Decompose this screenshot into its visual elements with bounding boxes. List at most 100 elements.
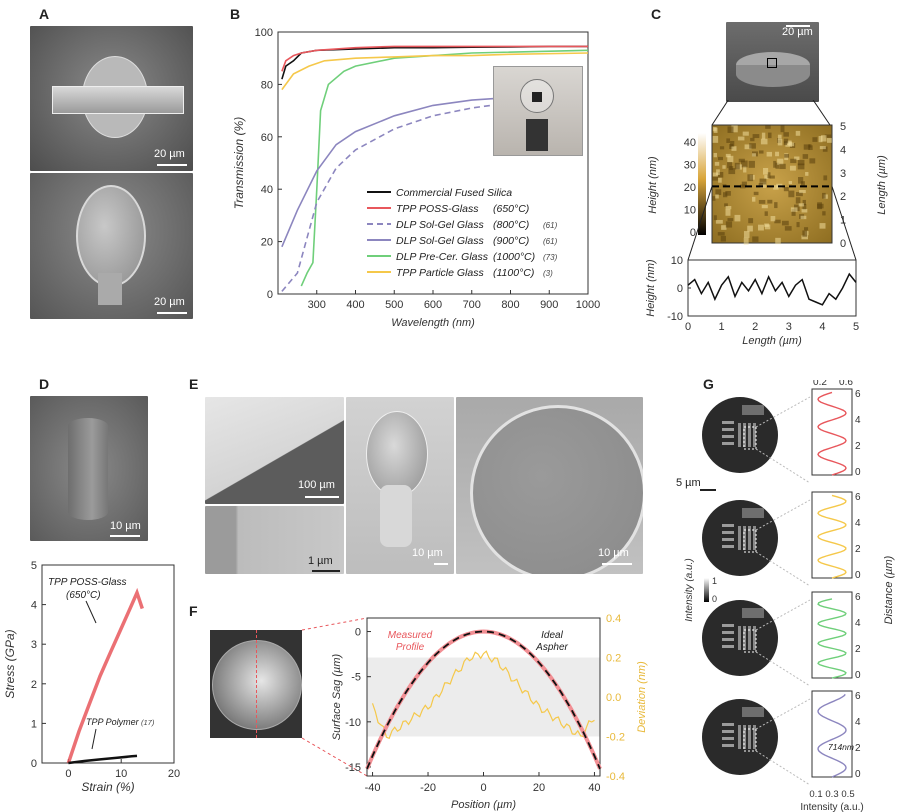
x-tick-label: 400 <box>346 299 364 311</box>
target-bar <box>722 645 734 648</box>
afm-speckle <box>766 151 773 157</box>
panel-letter-a: A <box>39 6 50 22</box>
afm-speckle <box>802 204 807 210</box>
poss-pointer <box>85 600 97 624</box>
x-tick-label: 700 <box>463 299 481 311</box>
y-tick-label: 100 <box>255 27 273 39</box>
afm-speckle <box>773 185 779 190</box>
ideal-label: Ideal <box>541 630 563 641</box>
leader-line <box>687 186 713 261</box>
sem-image-a-top: 20 µm <box>30 26 193 171</box>
scalebar <box>157 312 187 314</box>
x-tick-label: 20 <box>168 768 180 780</box>
top-tick: 0.2 <box>813 380 827 388</box>
afm-speckle <box>794 156 800 161</box>
x-tick-label: 4 <box>819 321 825 333</box>
afm-speckle <box>712 196 716 201</box>
leader-line <box>711 100 729 126</box>
profile-trace <box>687 272 857 306</box>
afm-speckle <box>824 134 832 138</box>
afm-speckle <box>805 171 809 176</box>
zoom-line <box>755 651 811 687</box>
target-bar <box>722 737 734 740</box>
x-tick-label: 5 <box>853 321 859 333</box>
polymer-curve <box>68 754 138 765</box>
afm-speckle <box>752 196 756 202</box>
legend-label: Commercial Fused Silica <box>396 187 512 199</box>
connector-line <box>301 617 368 631</box>
leader-line <box>831 186 857 261</box>
scalebar-label: 20 µm <box>154 296 185 308</box>
afm-speckle <box>774 219 781 224</box>
target-bar <box>748 626 751 650</box>
afm-speckle <box>783 132 789 137</box>
distance-tick: 0 <box>855 570 861 581</box>
afm-speckle <box>759 178 767 185</box>
intensity-profile <box>817 391 847 476</box>
target-bar <box>722 421 734 424</box>
length-tick: 5 <box>840 121 846 133</box>
panel-letter-g: G <box>703 376 714 392</box>
y-tick-label: 20 <box>261 237 273 249</box>
legend-ref: (3) <box>543 269 553 278</box>
length-tick: 0 <box>840 238 846 250</box>
polymer-label: TPP Polymer <box>86 717 140 727</box>
afm-speckle <box>719 146 725 150</box>
afm-speckle <box>761 132 766 140</box>
legend-label: DLP Sol-Gel Glass <box>396 235 484 247</box>
afm-speckle <box>717 171 724 178</box>
distance-tick: 2 <box>855 441 861 452</box>
afm-speckle <box>758 224 764 231</box>
afm-speckle <box>760 138 768 145</box>
target-number <box>742 508 764 518</box>
afm-speckle <box>804 227 809 231</box>
afm-speckle <box>802 199 806 205</box>
afm-speckle <box>789 165 796 171</box>
x-tick-label: 500 <box>385 299 403 311</box>
afm-speckle <box>799 189 806 194</box>
target-bar <box>722 631 734 634</box>
afm-speckle <box>744 144 752 150</box>
intensity-profile <box>817 598 847 679</box>
afm-speckle <box>800 181 805 187</box>
target-bar <box>753 725 756 749</box>
afm-speckle <box>773 160 777 168</box>
afm-speckle <box>764 211 768 216</box>
zoom-box <box>743 728 757 752</box>
afm-speckle <box>826 138 832 143</box>
intensity-profile <box>817 693 847 778</box>
distance-tick: 2 <box>855 544 861 555</box>
x-axis-label: Position (µm) <box>451 799 516 811</box>
afm-speckle <box>743 237 749 245</box>
scalebar-label: 100 µm <box>298 479 335 491</box>
afm-speckle <box>777 158 784 165</box>
y-tick-label: 2 <box>31 679 37 691</box>
afm-speckle <box>743 165 747 173</box>
sem-image-e1: 100 µm <box>205 397 344 504</box>
profile-frame <box>811 388 853 476</box>
afm-speckle <box>712 176 718 181</box>
afm-speckle <box>767 199 773 204</box>
target-bar <box>748 526 751 550</box>
zoom-line <box>755 750 811 786</box>
afm-speckle <box>734 162 740 170</box>
target-bar <box>722 744 734 747</box>
afm-speckle <box>713 215 717 221</box>
y-tick-label: 3 <box>31 639 37 651</box>
bottom-tick: 0.5 <box>841 789 854 800</box>
x-tick-label: 800 <box>501 299 519 311</box>
afm-speckle <box>767 172 771 179</box>
afm-speckle <box>752 236 759 242</box>
legend-detail: (900°C) <box>493 235 529 247</box>
legend-label: TPP POSS-Glass <box>396 203 479 215</box>
afm-speckle <box>790 158 797 164</box>
afm-speckle <box>731 125 738 133</box>
profile-frame <box>811 491 853 579</box>
afm-speckle <box>729 144 734 150</box>
colorbar-top: 1 <box>712 576 717 586</box>
afm-speckle <box>758 150 764 154</box>
afm-speckle <box>743 231 750 238</box>
afm-speckle <box>798 203 805 207</box>
distance-tick: 4 <box>855 717 861 728</box>
distance-tick: 0 <box>855 670 861 681</box>
